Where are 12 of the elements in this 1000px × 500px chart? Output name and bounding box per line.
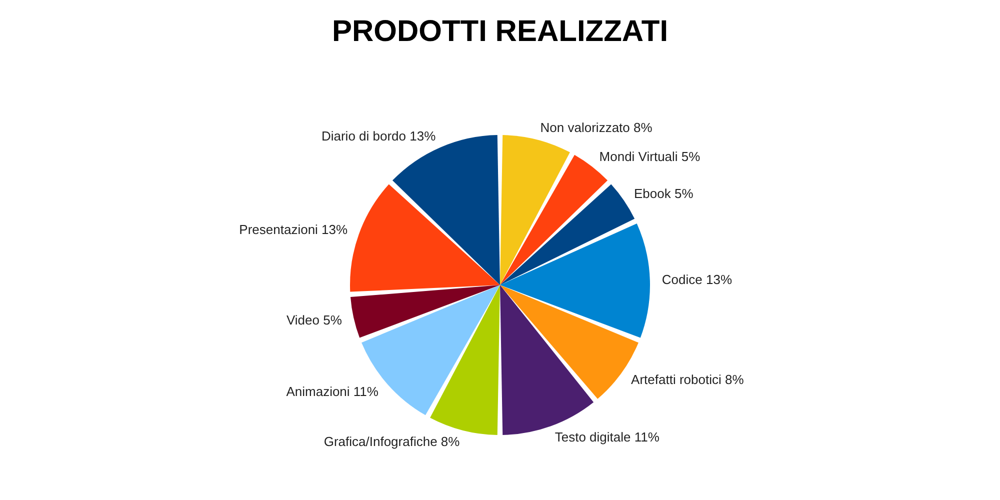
slice-label: Ebook 5% xyxy=(634,186,694,201)
slice-label: Artefatti robotici 8% xyxy=(631,372,744,388)
slice-label: Grafica/Infografiche 8% xyxy=(324,434,460,449)
slice-label: Presentazioni 13% xyxy=(239,222,348,238)
slice-label: Animazioni 11% xyxy=(286,384,379,400)
slice-label: Mondi Virtuali 5% xyxy=(599,148,701,164)
slice-label: Testo digitale 11% xyxy=(554,429,660,444)
slice-label: Video 5% xyxy=(286,312,342,328)
slice-label: Diario di bordo 13% xyxy=(321,128,436,144)
slice-label: Codice 13% xyxy=(662,272,732,287)
chart-title: PRODOTTI REALIZZATI xyxy=(332,15,668,48)
slice-label: Non valorizzato 8% xyxy=(540,120,653,136)
